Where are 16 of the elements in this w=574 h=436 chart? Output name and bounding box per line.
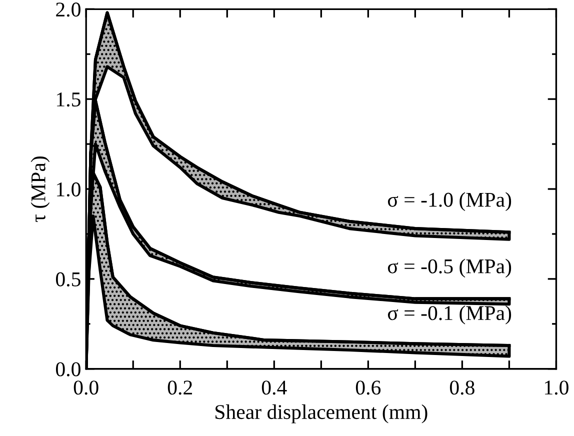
y-tick-label: 0.0 bbox=[56, 362, 80, 376]
y-tick-label: 1.0 bbox=[57, 182, 80, 197]
x-tick-label: 0.0 bbox=[74, 380, 98, 395]
y-axis-title: τ (MPa) bbox=[30, 156, 50, 222]
x-tick-label: 1.0 bbox=[545, 380, 568, 395]
y-tick-label: 0.5 bbox=[56, 272, 80, 286]
x-tick-label: 0.6 bbox=[356, 380, 381, 395]
legend-label: σ = -0.1 (MPa) bbox=[388, 305, 512, 324]
legend-label: σ = -0.5 (MPa) bbox=[388, 258, 512, 278]
legend-label: σ = -1.0 (MPa) bbox=[388, 192, 512, 212]
x-tick-label: 0.8 bbox=[450, 380, 474, 395]
x-tick-label: 0.2 bbox=[168, 380, 192, 395]
y-tick-label: 1.5 bbox=[57, 92, 80, 107]
y-tick-label: 2.0 bbox=[56, 2, 80, 17]
x-axis-title: Shear displacement (mm) bbox=[216, 404, 428, 424]
x-tick-label: 0.4 bbox=[262, 380, 287, 395]
